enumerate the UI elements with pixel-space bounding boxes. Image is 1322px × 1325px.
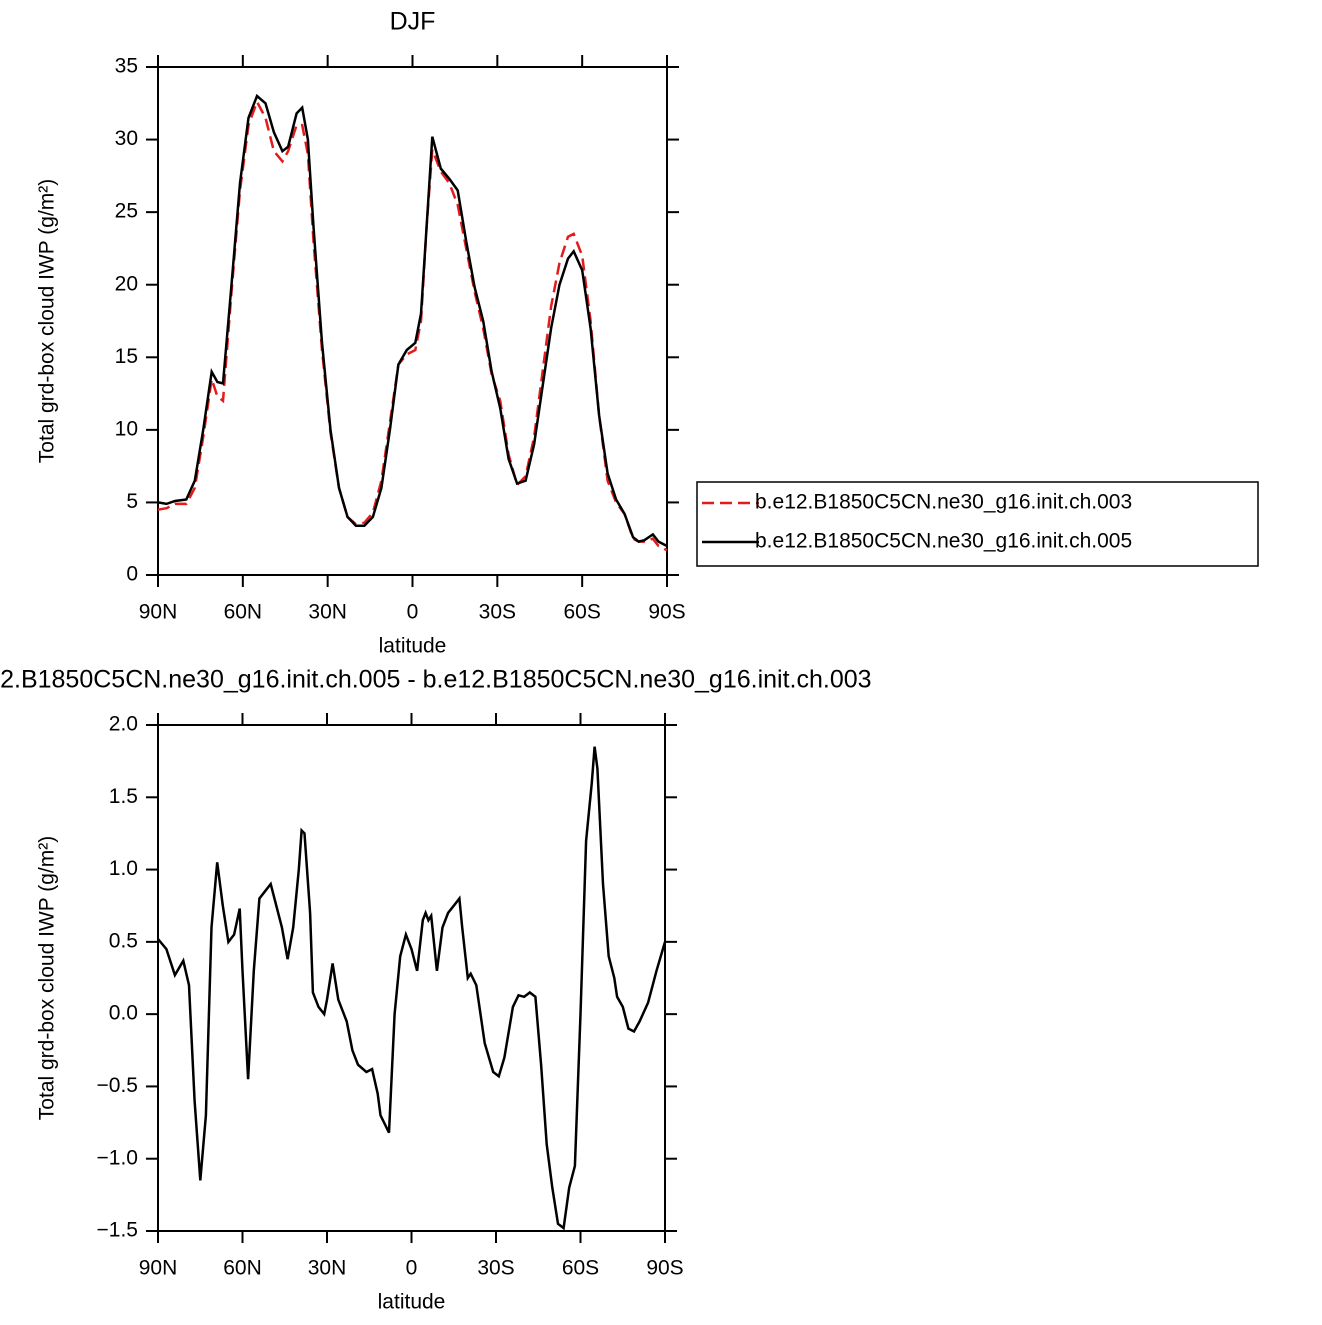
legend-box xyxy=(696,481,1259,567)
y-tick-label: −0.5 xyxy=(97,1074,138,1097)
x-tick-label: 90N xyxy=(139,601,178,624)
x-tick-label: 60N xyxy=(223,1257,262,1280)
y-tick-label: 1.5 xyxy=(109,785,138,808)
y-tick-label: 0.5 xyxy=(109,929,138,952)
legend-label: b.e12.B1850C5CN.ne30_g16.init.ch.005 xyxy=(755,530,1132,553)
y-tick-label: 2.0 xyxy=(109,713,138,736)
y-tick-label: 35 xyxy=(115,55,138,78)
y-axis-label: Total grd-box cloud IWP (g/m²) xyxy=(36,179,59,463)
y-axis-label: Total grd-box cloud IWP (g/m²) xyxy=(36,836,59,1120)
x-tick-label: 0 xyxy=(406,1257,418,1280)
x-tick-label: 60N xyxy=(224,601,263,624)
plot-frame xyxy=(157,66,668,576)
data-line xyxy=(157,746,667,1231)
x-axis-label: latitude xyxy=(378,1291,446,1314)
y-tick-label: 1.0 xyxy=(109,857,138,880)
x-tick-label: 90N xyxy=(139,1257,178,1280)
chart-title: DJF xyxy=(390,8,436,36)
chart-title: b.e12.B1850C5CN.ne30_g16.init.ch.005 - b… xyxy=(0,666,872,694)
y-tick-label: 15 xyxy=(115,345,138,368)
y-tick-label: 0 xyxy=(126,563,138,586)
x-tick-label: 90S xyxy=(646,1257,683,1280)
x-tick-label: 90S xyxy=(648,601,685,624)
y-tick-label: 10 xyxy=(115,417,138,440)
x-tick-label: 30S xyxy=(477,1257,514,1280)
y-tick-label: −1.5 xyxy=(97,1219,138,1242)
data-line xyxy=(157,93,668,548)
x-tick-label: 30S xyxy=(479,601,516,624)
y-tick-label: 0.0 xyxy=(109,1002,138,1025)
x-tick-label: 60S xyxy=(562,1257,599,1280)
x-tick-label: 30N xyxy=(308,1257,347,1280)
y-tick-label: 5 xyxy=(126,490,138,513)
y-tick-label: −1.0 xyxy=(97,1146,138,1169)
plot-frame xyxy=(157,724,666,1232)
legend-label: b.e12.B1850C5CN.ne30_g16.init.ch.003 xyxy=(755,491,1132,514)
x-axis-label: latitude xyxy=(379,635,447,658)
y-tick-label: 20 xyxy=(115,272,138,295)
x-tick-label: 30N xyxy=(308,601,347,624)
y-tick-label: 25 xyxy=(115,200,138,223)
y-tick-label: 30 xyxy=(115,127,138,150)
x-tick-label: 60S xyxy=(563,601,600,624)
x-tick-label: 0 xyxy=(407,601,419,624)
